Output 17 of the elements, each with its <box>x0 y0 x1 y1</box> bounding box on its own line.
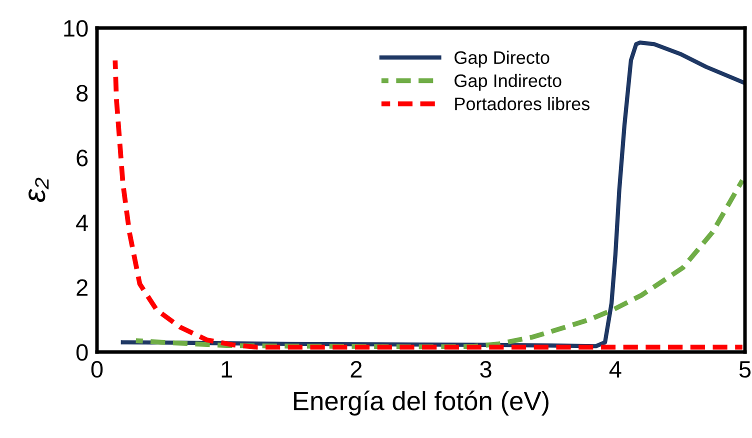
y-tick-label: 8 <box>76 84 88 102</box>
y-tick-label: 4 <box>76 214 88 231</box>
x-tick-label: 1 <box>222 361 232 378</box>
x-tick-label: 0 <box>91 360 103 378</box>
x-axis-title: Energía del fotón (eV) <box>294 390 548 416</box>
x-tick-label: 4 <box>609 361 622 378</box>
y-tick-label: 10 <box>64 20 88 37</box>
legend-label: Portadores libres <box>455 97 590 110</box>
y-tick-label: 6 <box>76 150 88 166</box>
x-tick-label: 5 <box>739 361 751 378</box>
y-axis-title: ε₂ <box>28 178 49 202</box>
legend-label: Gap Indirecto <box>454 74 562 91</box>
legend-label: Gap Directo <box>454 50 550 68</box>
y-tick-label: 2 <box>76 279 88 296</box>
x-tick-label: 3 <box>480 360 492 378</box>
y-tick-label: 0 <box>76 344 88 361</box>
x-tick-label: 2 <box>350 360 362 378</box>
